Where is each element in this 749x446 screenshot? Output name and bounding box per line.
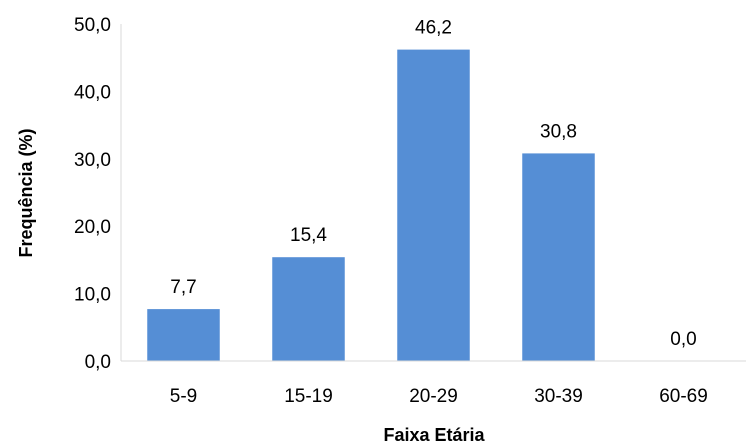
y-axis-title: Frequência (%)	[16, 128, 36, 257]
y-tick-label: 30,0	[74, 150, 111, 171]
y-axis-ticks: 0,0 10,0 20,0 30,0 40,0 50,0	[74, 15, 111, 373]
y-tick-label: 20,0	[74, 217, 111, 238]
bar-value-label: 30,8	[540, 121, 577, 142]
bar	[147, 309, 220, 361]
bar	[397, 49, 470, 361]
bar-value-label: 15,4	[290, 225, 327, 246]
x-tick-label: 60-69	[659, 386, 708, 407]
x-axis-ticks: 5-9 15-19 20-29 30-39 60-69	[170, 386, 708, 407]
bar	[272, 257, 345, 361]
y-tick-label: 0,0	[85, 352, 111, 373]
x-tick-label: 20-29	[409, 386, 458, 407]
bar	[522, 153, 595, 361]
y-tick-label: 10,0	[74, 285, 111, 306]
y-tick-label: 50,0	[74, 15, 111, 36]
x-tick-label: 5-9	[170, 386, 197, 407]
data-labels: 7,7 15,4 46,2 30,8 0,0	[170, 18, 696, 350]
bars	[147, 49, 595, 361]
bar-value-label: 0,0	[670, 329, 696, 350]
y-tick-label: 40,0	[74, 82, 111, 103]
bar-value-label: 46,2	[415, 18, 452, 39]
x-axis-title: Faixa Etária	[383, 425, 485, 445]
x-tick-label: 30-39	[534, 386, 583, 407]
x-tick-label: 15-19	[284, 386, 333, 407]
bar-value-label: 7,7	[170, 277, 196, 298]
